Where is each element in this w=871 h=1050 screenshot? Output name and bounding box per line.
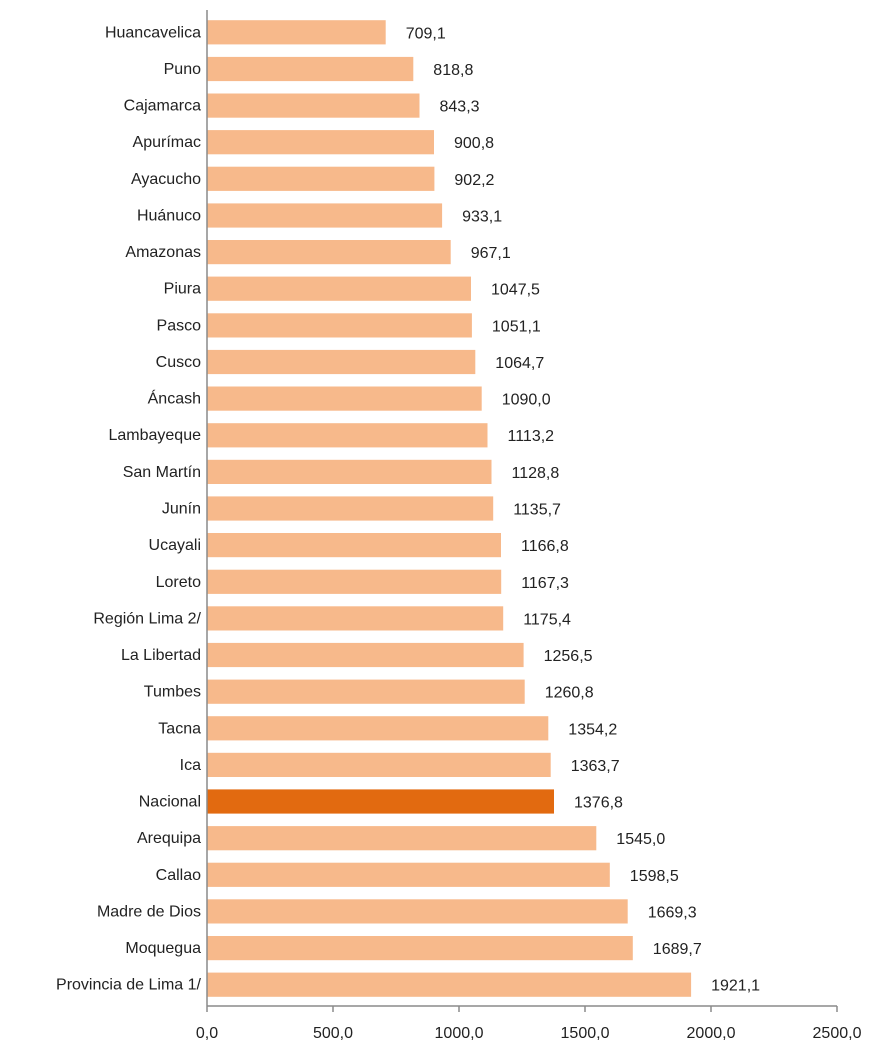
category-label: Puno [164,61,201,78]
bar-arequipa [207,826,597,851]
bar-junin [207,496,494,521]
bar-tacna [207,716,549,741]
value-label: 1175,4 [523,611,571,628]
bars-group [207,20,692,997]
value-label: 1051,1 [492,318,541,335]
x-axis-ticks: 0,0 500,0 1000,0 1500,0 2000,0 2500,0 [196,1006,862,1042]
value-label: 1167,3 [521,575,569,592]
value-label: 967,1 [471,245,511,262]
x-tick-label: 1500,0 [561,1025,610,1042]
value-label: 1166,8 [521,538,569,555]
bar-ica [207,752,551,777]
bar-tumbes [207,679,525,704]
bar-cusco [207,349,476,375]
category-label: La Libertad [121,647,201,664]
bar-cajamarca [207,93,420,118]
category-label: Amazonas [125,244,201,261]
category-label: Callao [156,867,201,884]
category-label: Moquegua [125,940,201,957]
bar-la-libertad [207,642,524,668]
value-labels: 709,1 818,8 843,3 900,8 902,2 933,1 967,1 1047,… [406,25,760,994]
category-label: Huánuco [137,208,201,225]
value-label: 843,3 [440,99,480,116]
category-label: Madre de Dios [97,903,201,920]
bar-apurimac [207,130,434,155]
category-label: Loreto [156,574,201,591]
value-label: 1376,8 [574,795,623,812]
bar-nacional [207,789,554,814]
category-label: Piura [164,281,201,298]
category-label: Arequipa [137,830,201,847]
value-label: 1090,0 [502,392,551,409]
value-label: 1689,7 [653,941,702,958]
value-label: 1921,1 [711,978,760,995]
category-label: Apurímac [133,134,201,151]
category-labels: Huancavelica Puno Cajamarca Apurímac Ayacuch… [56,24,202,993]
bar-madre-de-dios [207,899,628,924]
bar-ayacucho [207,166,435,191]
category-label: Tumbes [144,684,201,701]
value-label: 1064,7 [495,355,544,372]
category-label: Ayacucho [131,171,201,188]
value-label: 1354,2 [568,721,617,738]
value-label: 709,1 [406,25,446,42]
bar-callao [207,862,610,887]
category-label: Cusco [156,354,201,371]
value-label: 900,8 [454,135,494,152]
category-label: Región Lima 2/ [93,610,201,627]
value-label: 1669,3 [648,904,697,921]
bar-san-martin [207,459,492,484]
category-label: Tacna [158,720,201,737]
value-label: 818,8 [433,62,473,79]
bar-amazonas [207,240,451,265]
category-label: Huancavelica [105,24,201,41]
category-label: Ucayali [149,537,201,554]
category-label: Cajamarca [124,98,201,115]
x-tick-label: 1000,0 [435,1025,484,1042]
value-label: 1545,0 [616,831,665,848]
category-label: Nacional [139,794,201,811]
category-label: Junín [162,501,201,518]
bar-region-lima-2 [207,606,504,631]
value-label: 933,1 [462,209,502,226]
bar-provincia-de-lima-1 [207,972,692,997]
bar-lambayeque [207,423,488,448]
x-tick-label: 2000,0 [687,1025,736,1042]
bar-huancavelica [207,20,386,45]
value-label: 1256,5 [544,648,593,665]
category-label: Provincia de Lima 1/ [56,977,202,994]
value-label: 1113,2 [508,428,555,445]
bar-puno [207,56,414,82]
category-label: San Martín [123,464,201,481]
category-label: Lambayeque [108,427,201,444]
value-label: 1135,7 [513,502,561,519]
x-tick-label: 500,0 [313,1025,353,1042]
x-tick-label: 2500,0 [813,1025,862,1042]
bar-ucayali [207,533,501,558]
value-label: 1128,8 [512,465,560,482]
bar-pasco [207,313,472,338]
value-label: 1598,5 [630,868,679,885]
value-label: 1260,8 [545,685,594,702]
bar-moquegua [207,936,633,961]
bar-loreto [207,569,502,594]
bar-piura [207,276,471,301]
value-label: 1047,5 [491,282,540,299]
value-label: 902,2 [454,172,494,189]
x-tick-label: 0,0 [196,1025,218,1042]
bar-ancash [207,386,482,411]
category-label: Pasco [157,317,202,334]
value-label: 1363,7 [571,758,620,775]
bar-huanuco [207,203,443,228]
category-label: Áncash [148,389,201,408]
category-label: Ica [180,757,201,774]
